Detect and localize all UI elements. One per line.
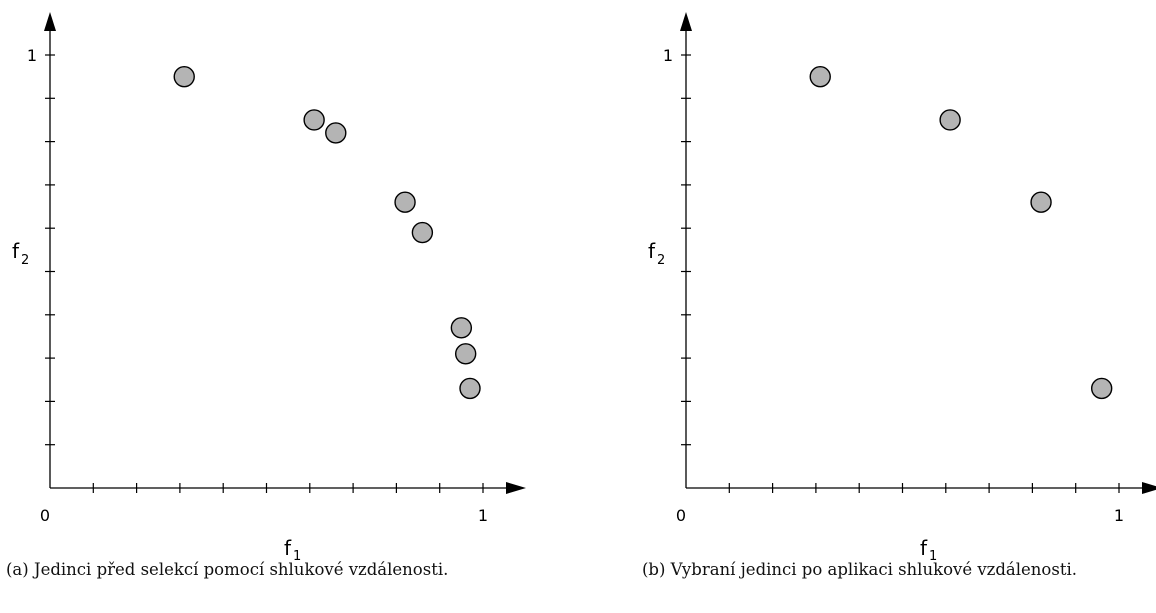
y-axis-label: f [648,239,656,263]
data-point [303,109,325,131]
data-point [411,221,434,244]
data-point [454,343,477,365]
x-axis-label-subscript: 1 [929,549,937,564]
y-axis-label-subscript: 2 [21,253,29,268]
x-axis-label-subscript: 1 [293,549,301,564]
data-point [173,65,195,88]
y-axis-label: f [12,239,20,263]
data-point [1030,191,1052,213]
y-tick-label: 1 [663,46,673,65]
x-tick-label: 1 [478,506,488,525]
caption-a: (a) Jedinci před selekcí pomocí shlukové… [6,560,449,579]
x-tick-label: 0 [40,506,50,525]
data-point [809,65,831,88]
x-axis-arrow-icon [506,482,526,494]
data-point [939,109,961,131]
data-point [394,191,416,213]
data-point [1090,377,1113,400]
y-axis-arrow-icon [680,12,692,31]
scatter-plot-a: 0 11f 1f 2 [12,12,526,564]
data-point [450,317,473,339]
x-axis-arrow-icon [1142,482,1156,494]
x-tick-label: 0 [676,506,686,525]
x-tick-label: 1 [1114,506,1124,525]
x-axis-label: f [920,536,928,560]
caption-b: (b) Vybraní jedinci po aplikaci shlukové… [642,560,1077,579]
y-tick-label: 1 [27,46,37,65]
x-axis-label: f [284,536,292,560]
data-point [325,122,347,144]
data-point [459,377,481,400]
y-axis-label-subscript: 2 [657,253,665,268]
scatter-plot-b: 0 11f 1f 2 [648,12,1156,564]
y-axis-arrow-icon [44,12,56,31]
